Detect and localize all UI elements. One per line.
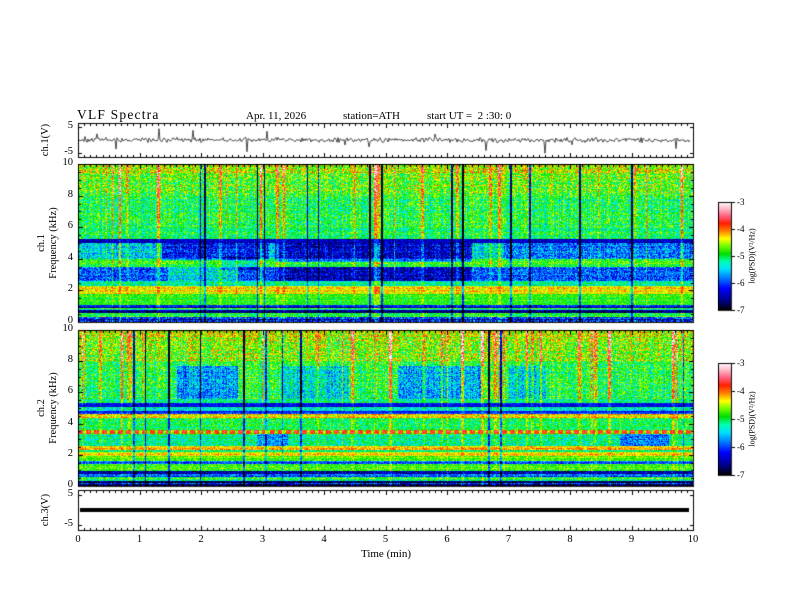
ch1-spec-y-axis-label: ch.1 Frequency (kHz) <box>36 207 60 278</box>
ch3-waveform-canvas <box>78 490 693 530</box>
y-tick-label: 10 <box>62 323 74 334</box>
y-tick-label: 4 <box>67 252 73 263</box>
x-tick-label: 8 <box>567 534 573 545</box>
ch1-waveform-canvas <box>78 123 693 157</box>
colorbar-tick-label: -3 <box>737 358 745 368</box>
station-label: station=ATH <box>343 110 400 122</box>
x-tick-label: 3 <box>259 534 266 545</box>
start-ut-label: start UT = 2 :30: 0 <box>427 110 512 122</box>
colorbar-1-label: log(PSD)(V²/Hz) <box>747 228 757 284</box>
y-tick-label: 6 <box>67 220 73 231</box>
y-tick-label: 2 <box>67 448 73 459</box>
colorbar-tick-label: -6 <box>737 442 745 452</box>
colorbar-1 <box>718 202 731 310</box>
y-tick-label: 2 <box>67 283 73 294</box>
x-tick-label: 5 <box>382 534 389 545</box>
colorbar-tick-label: -3 <box>737 197 745 207</box>
ch2-spec-y-axis-label-line1: ch.2 <box>36 399 47 417</box>
y-tick-label: 8 <box>67 354 73 365</box>
colorbar-2-label: log(PSD)(V²/Hz) <box>747 391 757 447</box>
x-tick-label: 0 <box>75 534 81 545</box>
y-tick-label: 5 <box>67 488 73 499</box>
y-tick-label: 6 <box>67 385 73 396</box>
ch1-spec-y-axis-label-line2: Frequency (kHz) <box>48 207 59 279</box>
x-tick-label: 7 <box>505 534 512 545</box>
date-label: Apr. 11, 2026 <box>246 110 307 122</box>
ch2-spec-y-axis-label: ch.2 Frequency (kHz) <box>36 372 60 443</box>
colorbar-tick-label: -4 <box>737 224 745 234</box>
y-tick-label: 10 <box>62 157 74 168</box>
ch1-spec-y-axis-label-line1: ch.1 <box>36 234 47 252</box>
colorbar-tick-label: -7 <box>737 305 745 315</box>
ch2-spec-y-axis-label-line2: Frequency (kHz) <box>48 372 59 444</box>
x-axis-label: Time (min) <box>360 548 412 560</box>
x-tick-label: 4 <box>321 534 327 545</box>
colorbar-tick-label: -4 <box>737 386 745 396</box>
y-tick-label: 4 <box>67 417 73 428</box>
y-tick-label: -5 <box>64 146 73 157</box>
x-tick-label: 9 <box>628 534 635 545</box>
x-tick-label: 2 <box>198 534 204 545</box>
ch1-spectrogram-canvas <box>78 164 693 322</box>
x-tick-label: 10 <box>687 534 699 545</box>
x-tick-label: 6 <box>444 534 450 545</box>
y-tick-label: -5 <box>64 518 73 529</box>
x-tick-label: 1 <box>136 534 143 545</box>
colorbar-tick-label: -5 <box>737 251 745 261</box>
ch2-spectrogram-canvas <box>78 330 693 486</box>
colorbar-2 <box>718 363 731 475</box>
figure-title: VLF Spectra <box>77 107 160 122</box>
colorbar-tick-label: -6 <box>737 278 745 288</box>
y-tick-label: 5 <box>67 120 73 131</box>
colorbar-tick-label: -5 <box>737 414 745 424</box>
y-tick-label: 8 <box>67 189 73 200</box>
colorbar-tick-label: -7 <box>737 470 745 480</box>
